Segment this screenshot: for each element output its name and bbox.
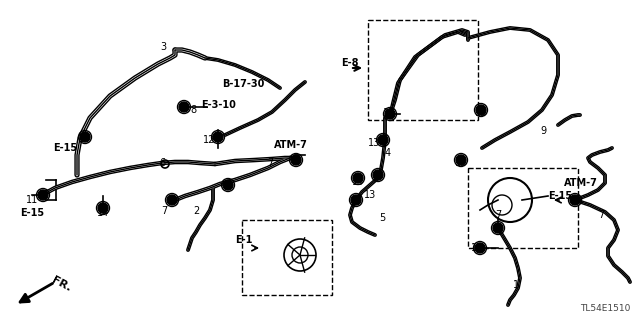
Bar [468, 168, 578, 248]
Circle shape [493, 223, 503, 233]
Circle shape [353, 173, 363, 183]
Text: 4: 4 [385, 148, 391, 158]
Text: 1: 1 [513, 280, 519, 290]
Text: E-15: E-15 [53, 143, 77, 153]
Text: 8: 8 [82, 133, 88, 143]
Text: 3: 3 [160, 42, 166, 52]
Text: 6: 6 [159, 158, 165, 168]
Text: ATM-7: ATM-7 [564, 178, 598, 188]
Text: E-8: E-8 [341, 58, 359, 68]
Text: E-15: E-15 [20, 208, 44, 218]
Text: 11: 11 [26, 195, 38, 205]
Text: FR.: FR. [50, 275, 73, 293]
Text: E-3-10: E-3-10 [202, 100, 236, 110]
Text: 5: 5 [379, 213, 385, 223]
Circle shape [38, 190, 48, 200]
Text: 13: 13 [352, 177, 364, 187]
Text: 13: 13 [475, 108, 487, 118]
Text: 8: 8 [190, 105, 196, 115]
Text: 13: 13 [364, 190, 376, 200]
Text: 7: 7 [267, 158, 273, 168]
Circle shape [213, 132, 223, 142]
Circle shape [570, 195, 580, 205]
Text: TL54E1510: TL54E1510 [580, 304, 630, 313]
Circle shape [373, 170, 383, 180]
Text: 7: 7 [598, 210, 604, 220]
Circle shape [179, 102, 189, 112]
Circle shape [456, 155, 466, 165]
Circle shape [291, 155, 301, 165]
Circle shape [475, 243, 485, 253]
Circle shape [223, 180, 233, 190]
Text: 13: 13 [383, 108, 395, 118]
Circle shape [98, 203, 108, 213]
Bar [368, 20, 478, 120]
Text: 14: 14 [97, 208, 109, 218]
Text: 12: 12 [203, 135, 215, 145]
Circle shape [80, 132, 90, 142]
Circle shape [385, 109, 395, 119]
Circle shape [476, 105, 486, 115]
Bar [242, 220, 332, 295]
Text: 13: 13 [368, 138, 380, 148]
Circle shape [167, 195, 177, 205]
Text: 9: 9 [540, 126, 546, 136]
Text: 13: 13 [455, 158, 467, 168]
Text: E-1: E-1 [236, 235, 253, 245]
Circle shape [378, 135, 388, 145]
Text: 7: 7 [161, 206, 167, 216]
Text: 2: 2 [193, 206, 199, 216]
Text: E-15: E-15 [548, 191, 572, 201]
Text: 7: 7 [495, 210, 501, 220]
Circle shape [351, 195, 361, 205]
Text: B-17-30: B-17-30 [222, 79, 264, 89]
Text: ATM-7: ATM-7 [274, 140, 308, 150]
Text: 10: 10 [471, 243, 483, 253]
